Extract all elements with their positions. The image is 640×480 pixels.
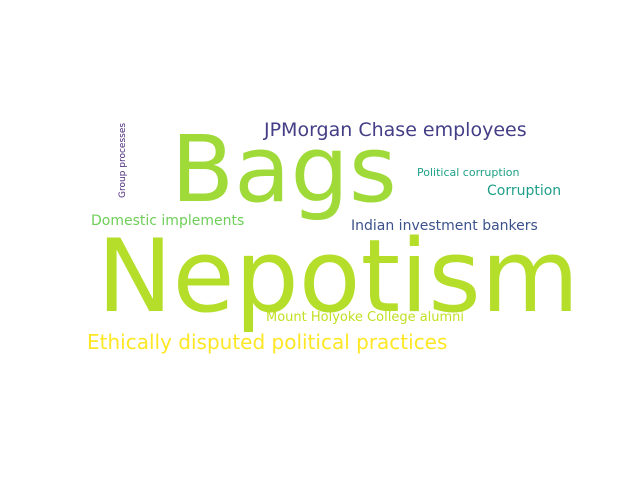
word-political-corruption: Political corruption xyxy=(417,166,520,179)
word-nepotism: Nepotism xyxy=(97,217,580,335)
word-domestic-implements: Domestic implements xyxy=(91,213,245,229)
word-bags: Bags xyxy=(171,116,397,223)
word-mount-holyoke-college-alumni: Mount Holyoke College alumni xyxy=(266,310,465,325)
word-indian-investment-bankers: Indian investment bankers xyxy=(351,218,538,234)
word-ethically-disputed-political-practices: Ethically disputed political practices xyxy=(87,330,448,354)
word-group-processes: Group processes xyxy=(118,122,128,198)
word-corruption: Corruption xyxy=(487,183,562,199)
word-jpmorgan-chase-employees: JPMorgan Chase employees xyxy=(264,119,527,141)
